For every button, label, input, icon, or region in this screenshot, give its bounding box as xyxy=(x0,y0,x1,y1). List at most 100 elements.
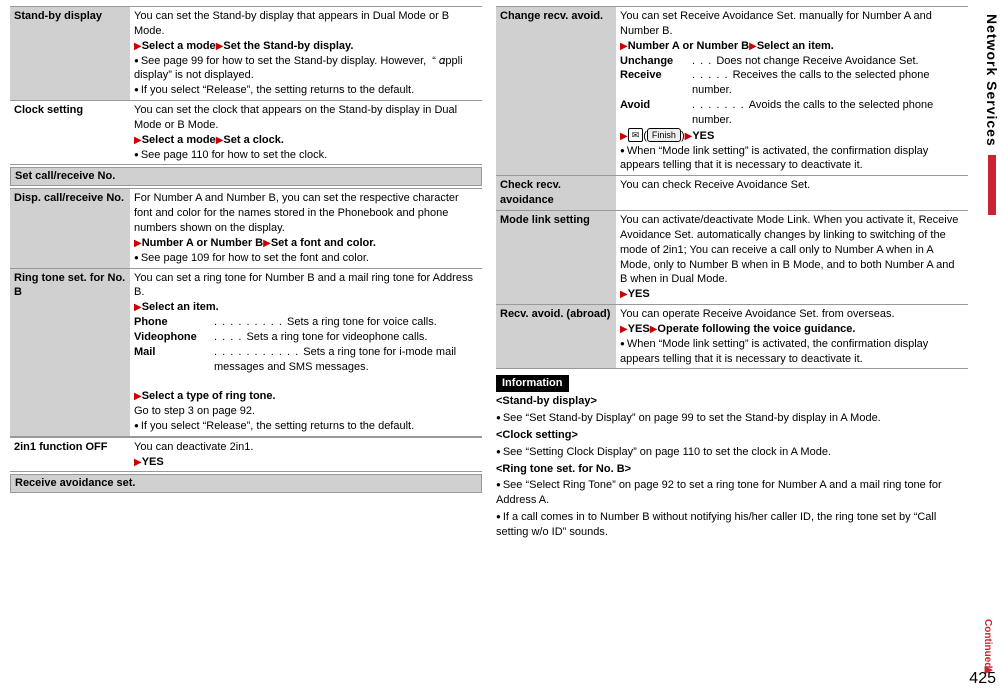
text: You can set a ring tone for Number B and… xyxy=(134,272,473,299)
text: When “Mode link setting” is activated, t… xyxy=(620,338,928,365)
table-standby-clock: Stand-by displayYou can set the Stand-by… xyxy=(10,6,482,165)
mail-icon: ✉ xyxy=(628,128,644,142)
triangle-icon: ▶ xyxy=(620,289,628,300)
text: Unchange xyxy=(620,54,690,69)
text: See page 109 for how to set the font and… xyxy=(141,252,369,264)
text: . . . . . . . . . . . Sets a ring tone f… xyxy=(214,345,478,375)
text: . . . . . . . Avoids the calls to the se… xyxy=(692,98,964,128)
triangle-icon: ▶ xyxy=(134,135,142,146)
information-text: <Stand-by display>See “Set Stand-by Disp… xyxy=(496,394,968,540)
text: . . . . . . . . . Sets a ring tone for v… xyxy=(214,315,478,330)
row-label: 2in1 function OFF xyxy=(10,437,130,472)
triangle-icon: ▶ xyxy=(749,41,757,52)
row-label: Ring tone set. for No. B xyxy=(10,268,130,436)
text: You can set the Stand-by display that ap… xyxy=(134,10,449,37)
text: Select a mode xyxy=(142,40,216,52)
text: Number A or Number B xyxy=(628,40,749,52)
continued-label: Continued xyxy=(981,619,995,668)
section-header: Set call/receive No. xyxy=(10,167,482,186)
row-label: Mode link setting xyxy=(496,210,616,304)
triangle-icon: ▶ xyxy=(263,238,271,249)
text: Select an item. xyxy=(757,40,834,52)
row-body: You can set Receive Avoidance Set. manua… xyxy=(616,7,968,176)
text: For Number A and Number B, you can set t… xyxy=(134,192,459,234)
bullet-icon xyxy=(620,145,627,157)
text: <Clock setting> xyxy=(496,429,578,441)
information-badge: Information xyxy=(496,375,569,392)
text: Number A or Number B xyxy=(142,237,263,249)
triangle-icon: ▶ xyxy=(620,324,628,335)
table-set-call: Disp. call/receive No.For Number A and N… xyxy=(10,188,482,437)
text: Phone xyxy=(134,315,214,330)
text: YES xyxy=(628,323,650,335)
row-body: You can set a ring tone for Number B and… xyxy=(130,268,482,436)
table-row: Disp. call/receive No.For Number A and N… xyxy=(10,189,482,268)
text: . . . Does not change Receive Avoidance … xyxy=(692,54,964,69)
bullet-icon xyxy=(496,446,503,458)
text: . . . . . Receives the calls to the sele… xyxy=(692,68,964,98)
text: You can deactivate 2in1. xyxy=(134,441,253,453)
text: Avoid xyxy=(620,98,690,128)
row-body: You can deactivate 2in1. ▶YES xyxy=(130,437,482,472)
side-tab-bar-icon xyxy=(988,155,996,215)
row-label: Disp. call/receive No. xyxy=(10,189,130,268)
side-tab-label: Network Services xyxy=(982,10,1001,151)
text: Mail xyxy=(134,345,214,375)
text: Videophone xyxy=(134,330,214,345)
table-row: Check recv. avoidance You can check Recei… xyxy=(496,176,968,211)
text: Set a font and color. xyxy=(271,237,376,249)
table-recv-avoid: Change recv. avoid.You can set Receive A… xyxy=(496,6,968,369)
triangle-icon: ▶ xyxy=(620,131,628,142)
section-header: Receive avoidance set. xyxy=(10,474,482,493)
row-label: Recv. avoid. (abroad) xyxy=(496,305,616,369)
page-content: Stand-by displayYou can set the Stand-by… xyxy=(0,0,1004,548)
bullet-icon xyxy=(496,412,503,424)
triangle-icon: ▶ xyxy=(134,391,142,402)
triangle-icon: ▶ xyxy=(620,41,628,52)
text: You can operate Receive Avoidance Set. f… xyxy=(620,308,895,320)
row-body: You can activate/deactivate Mode Link. W… xyxy=(616,210,968,304)
text: See “Setting Clock Display” on page 110 … xyxy=(503,446,831,458)
text: Set a clock. xyxy=(223,134,284,146)
triangle-icon: ▶ xyxy=(134,238,142,249)
text: See page 110 for how to set the clock. xyxy=(141,149,327,161)
text: See page 99 for how to set the Stand-by … xyxy=(134,55,463,82)
row-label: Clock setting xyxy=(10,101,130,165)
text: Operate following the voice guidance. xyxy=(657,323,855,335)
text: Go to step 3 on page 92. xyxy=(134,405,255,417)
row-label: Stand-by display xyxy=(10,7,130,101)
text: YES xyxy=(142,456,164,468)
text: Select a type of ring tone. xyxy=(142,390,276,402)
table-row: Ring tone set. for No. BYou can set a ri… xyxy=(10,268,482,436)
table-row: 2in1 function OFFYou can deactivate 2in1… xyxy=(10,437,482,472)
text: YES xyxy=(628,288,650,300)
page-number: 425 xyxy=(969,668,996,690)
bullet-icon xyxy=(134,252,141,264)
bullet-icon xyxy=(134,149,141,161)
bullet-icon xyxy=(134,420,141,432)
table-2in1: 2in1 function OFFYou can deactivate 2in1… xyxy=(10,437,482,473)
bullet-icon xyxy=(620,338,627,350)
text: Set the Stand-by display. xyxy=(223,40,353,52)
table-row: Change recv. avoid.You can set Receive A… xyxy=(496,7,968,176)
text: Receive xyxy=(620,68,690,98)
bullet-icon xyxy=(496,511,503,523)
text: See “Set Stand-by Display” on page 99 to… xyxy=(503,412,881,424)
bullet-icon xyxy=(134,84,141,96)
row-body: You can set the clock that appears on th… xyxy=(130,101,482,165)
text: If you select “Release”, the setting ret… xyxy=(141,84,414,96)
row-label: Change recv. avoid. xyxy=(496,7,616,176)
text: You can set Receive Avoidance Set. manua… xyxy=(620,10,932,37)
text: You can activate/deactivate Mode Link. W… xyxy=(620,214,958,285)
text: <Ring tone set. for No. B> xyxy=(496,463,631,475)
right-column: Change recv. avoid.You can set Receive A… xyxy=(496,6,968,542)
row-body: You can set the Stand-by display that ap… xyxy=(130,7,482,101)
triangle-icon: ▶ xyxy=(134,457,142,468)
text: If you select “Release”, the setting ret… xyxy=(141,420,414,432)
table-row: Stand-by displayYou can set the Stand-by… xyxy=(10,7,482,101)
text: You can check Receive Avoidance Set. xyxy=(620,179,810,191)
text: See “Select Ring Tone” on page 92 to set… xyxy=(496,479,942,506)
row-body: For Number A and Number B, you can set t… xyxy=(130,189,482,268)
text: When “Mode link setting” is activated, t… xyxy=(620,145,928,172)
row-label: Check recv. avoidance xyxy=(496,176,616,211)
